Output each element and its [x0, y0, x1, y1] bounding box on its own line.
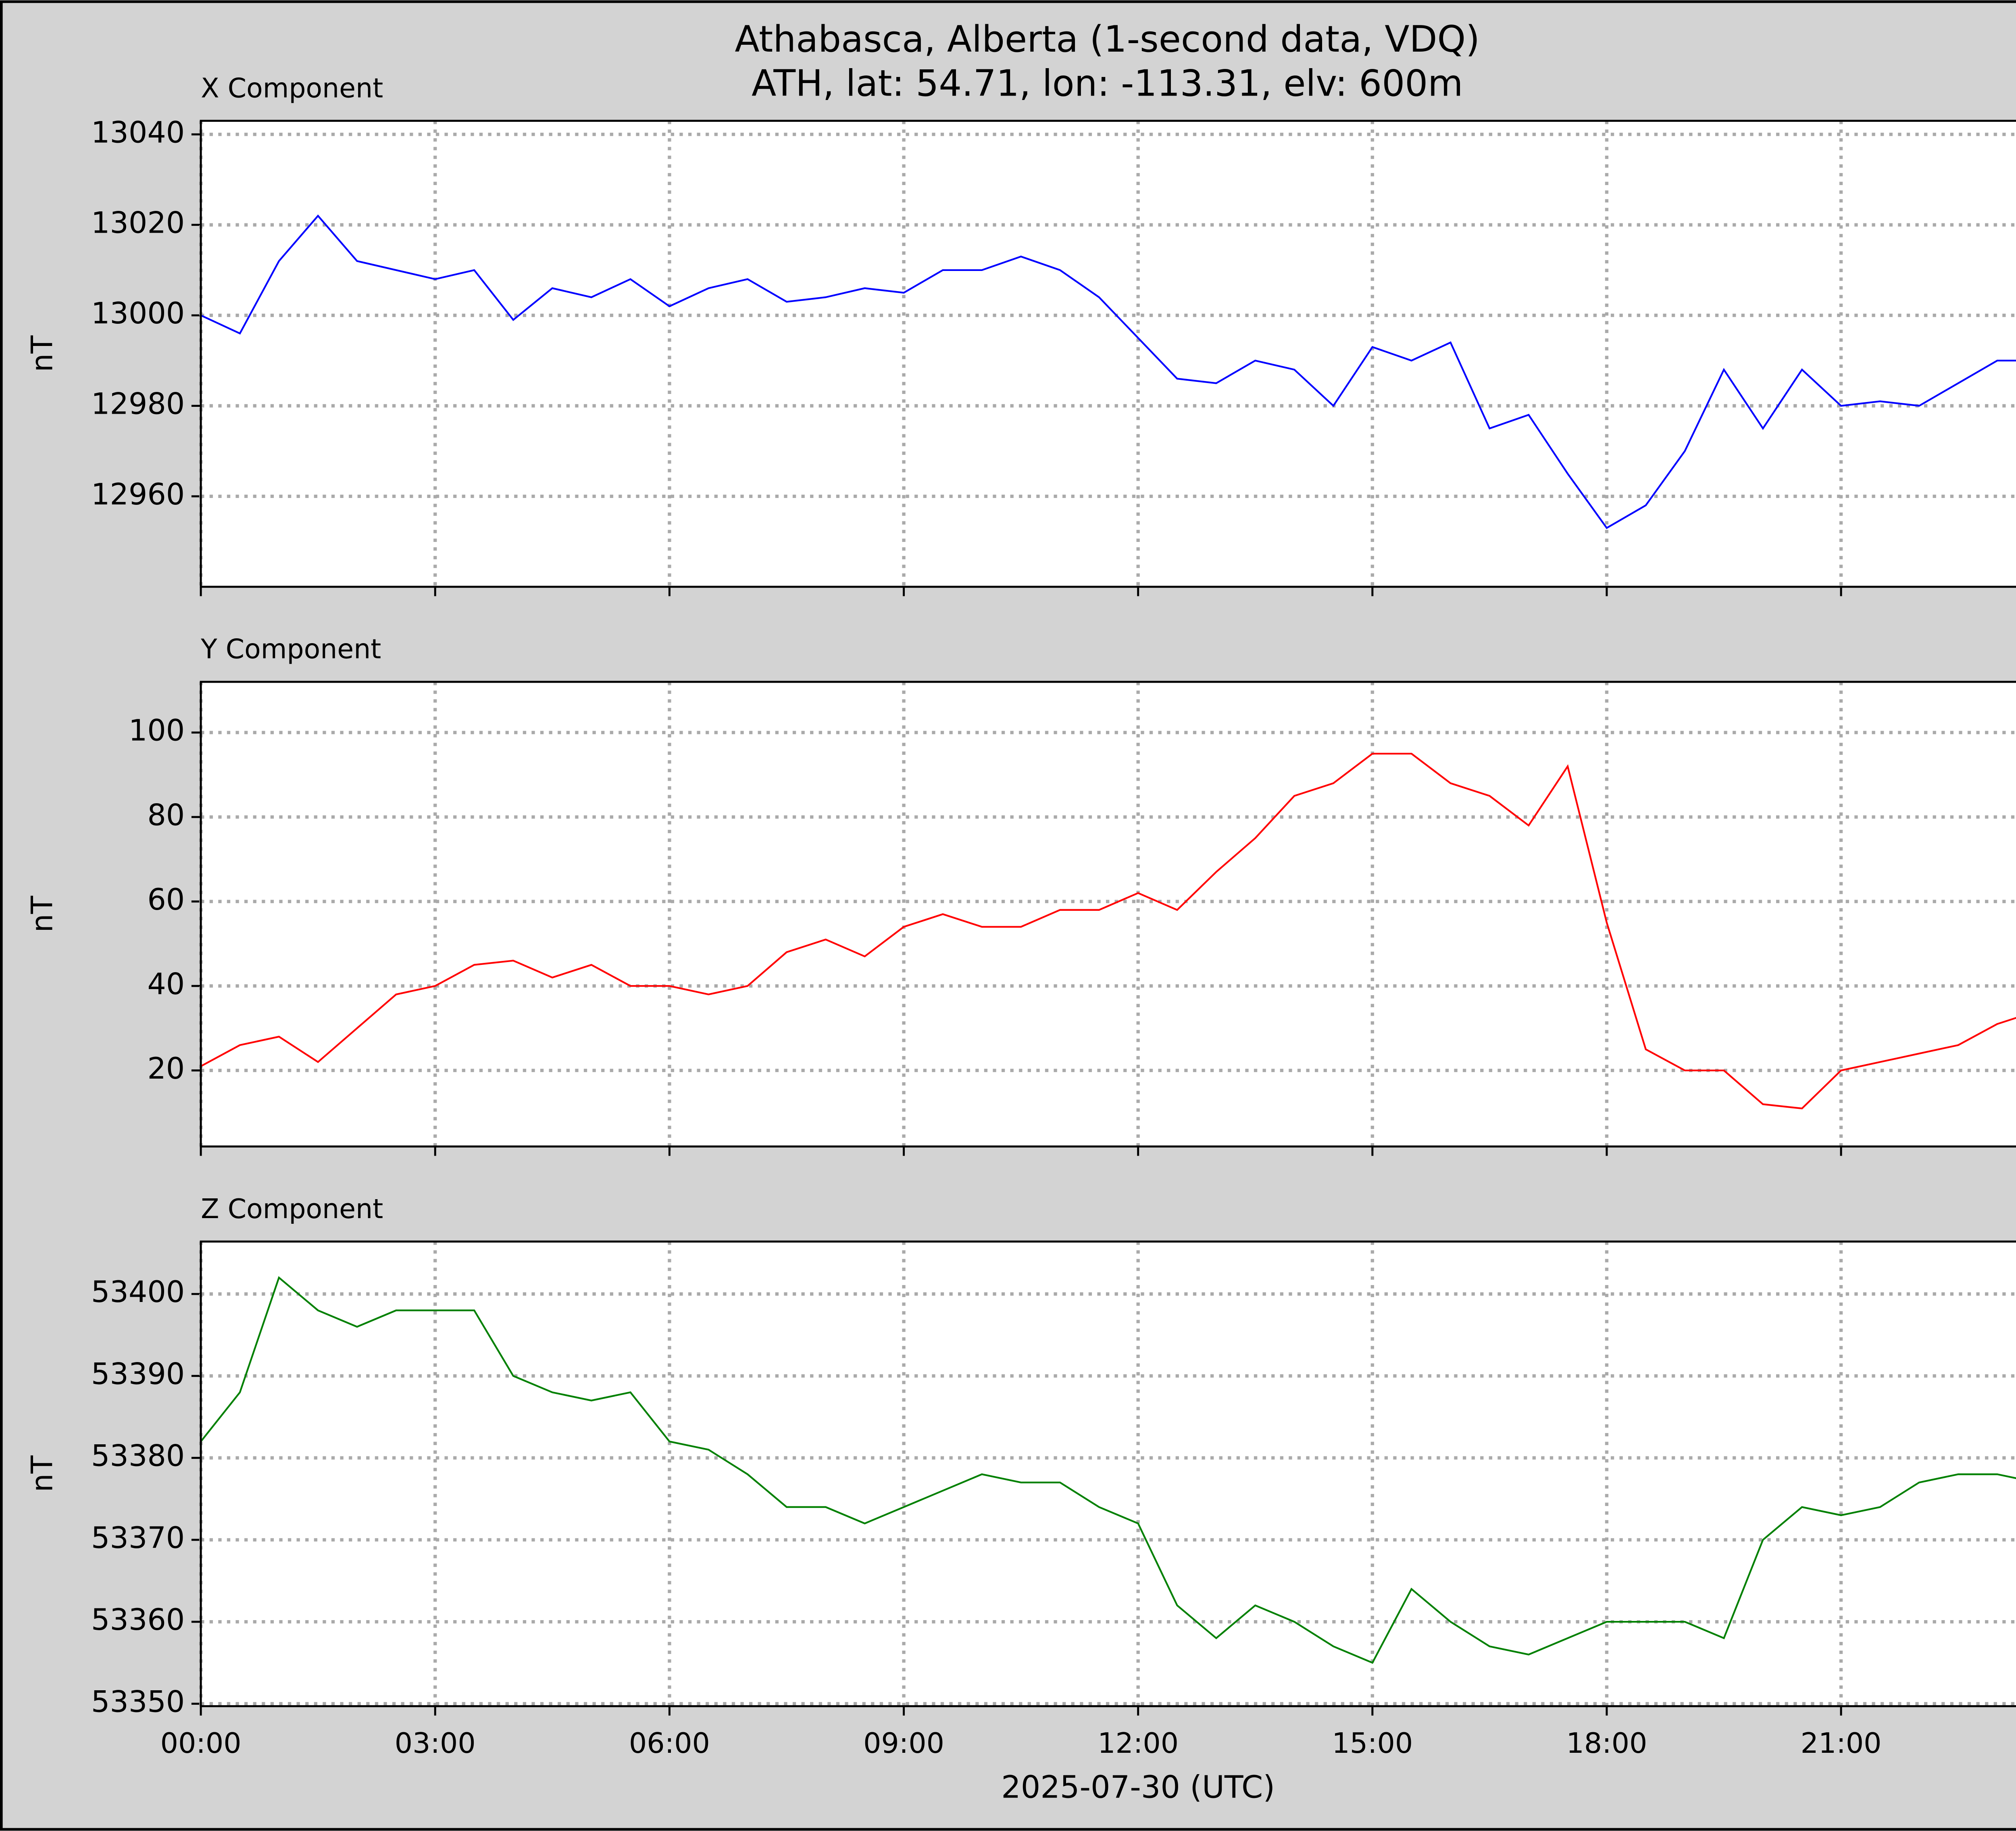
y-tick-label: 100 — [129, 714, 185, 748]
plot-area — [201, 121, 2016, 587]
y-tick-label: 13020 — [91, 206, 185, 240]
y-tick-label: 12960 — [91, 477, 185, 512]
panel-title: X Component — [201, 72, 383, 104]
x-tick-label: 06:00 — [629, 1727, 710, 1760]
y-tick-label: 53370 — [91, 1521, 185, 1555]
x-tick-label: 15:00 — [1332, 1727, 1413, 1760]
y-axis-label: nT — [25, 896, 60, 932]
y-tick-label: 13000 — [91, 296, 185, 331]
y-tick-label: 12980 — [91, 387, 185, 421]
x-tick-label: 18:00 — [1566, 1727, 1647, 1760]
y-axis-label: nT — [25, 335, 60, 372]
panel-title: Y Component — [200, 633, 381, 665]
plot-area — [201, 1241, 2016, 1706]
y-tick-label: 53400 — [91, 1275, 185, 1309]
y-tick-label: 80 — [147, 798, 185, 832]
y-tick-label: 53360 — [91, 1603, 185, 1637]
y-tick-label: 60 — [147, 883, 185, 917]
y-tick-label: 40 — [147, 967, 185, 1001]
figure-title: Athabasca, Alberta (1-second data, VDQ) — [735, 19, 1480, 60]
data-line — [200, 752, 2016, 1110]
y-tick-label: 13040 — [91, 115, 185, 150]
panel-title: Z Component — [201, 1193, 383, 1225]
figure-subtitle: ATH, lat: 54.71, lon: -113.31, elv: 600m — [752, 63, 1463, 105]
plot-frame — [200, 120, 2016, 588]
x-tick-label: 09:00 — [863, 1727, 944, 1760]
plot-area — [201, 682, 2016, 1147]
plot-frame — [200, 1240, 2016, 1707]
plot-frame — [200, 681, 2016, 1148]
y-axis-label: nT — [25, 1455, 60, 1492]
x-axis-label: 2025-07-30 (UTC) — [1001, 1769, 1275, 1805]
x-tick-label: 03:00 — [395, 1727, 476, 1760]
y-tick-label: 20 — [147, 1052, 185, 1086]
y-tick-label: 53390 — [91, 1357, 185, 1391]
data-line — [200, 214, 2016, 529]
y-tick-label: 53380 — [91, 1439, 185, 1473]
x-tick-label: 00:00 — [160, 1727, 242, 1760]
x-tick-label: 12:00 — [1098, 1727, 1179, 1760]
data-line — [200, 1276, 2016, 1664]
x-tick-label: 21:00 — [1801, 1727, 1882, 1760]
y-tick-label: 53350 — [91, 1685, 185, 1719]
